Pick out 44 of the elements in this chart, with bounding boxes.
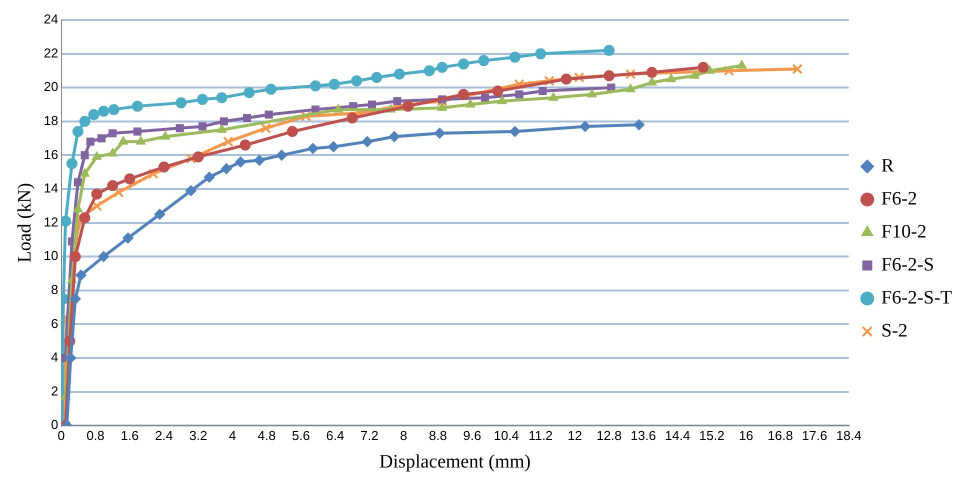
x-tick-label: 15.2 bbox=[699, 428, 724, 443]
y-tick-label: 22 bbox=[44, 45, 58, 60]
x-tick-label: 16.8 bbox=[768, 428, 793, 443]
x-tick-label: 3.2 bbox=[189, 428, 208, 443]
x-tick-label: 7.2 bbox=[360, 428, 378, 443]
y-axis-title: Load (kN) bbox=[14, 182, 36, 263]
x-tick-label: 0.8 bbox=[86, 428, 105, 443]
legend-label: S-2 bbox=[881, 320, 908, 342]
y-tick-label: 24 bbox=[44, 12, 58, 27]
x-tick-label: 8.8 bbox=[428, 428, 447, 443]
x-tick-label: 4.8 bbox=[258, 428, 276, 443]
x-tick-label: 8 bbox=[400, 428, 408, 443]
y-tick-label: 20 bbox=[44, 79, 58, 94]
x-axis-title: Displacement (mm) bbox=[379, 452, 531, 473]
legend-label: F6-2 bbox=[881, 188, 918, 210]
x-tick-label: 18.4 bbox=[836, 428, 862, 443]
y-tick-label: 18 bbox=[44, 112, 58, 128]
x-tick-label: 17.6 bbox=[802, 428, 828, 443]
y-tick-label: 4 bbox=[51, 350, 58, 365]
x-tick-label: 5.6 bbox=[292, 428, 310, 443]
legend-label: F10-2 bbox=[881, 221, 927, 242]
x-tick-label: 14.4 bbox=[664, 428, 690, 443]
x-tick-label: 2.4 bbox=[154, 428, 174, 443]
x-tick-label: 13.6 bbox=[630, 428, 656, 443]
y-tick-label: 16 bbox=[44, 146, 58, 162]
y-tick-label: 2 bbox=[51, 383, 58, 398]
legend-label: F6-2-S bbox=[881, 254, 934, 276]
x-tick-label: 6.4 bbox=[326, 428, 344, 443]
x-tick-label: 16 bbox=[738, 428, 754, 443]
legend-label: R bbox=[881, 155, 894, 176]
y-tick-label: 0 bbox=[51, 417, 58, 432]
y-tick-label: 6 bbox=[51, 316, 58, 331]
y-tick-label: 12 bbox=[44, 214, 58, 230]
x-tick-label: 4 bbox=[228, 428, 236, 443]
y-tick-label: 10 bbox=[44, 248, 58, 264]
x-tick-label: 12 bbox=[568, 428, 582, 443]
x-tick-label: 11.2 bbox=[528, 428, 553, 443]
x-tick-label: 10.4 bbox=[494, 428, 520, 443]
y-tick-label: 14 bbox=[44, 180, 58, 196]
legend-label: F6-2-S-T bbox=[881, 287, 952, 308]
x-tick-label: 9.6 bbox=[463, 428, 482, 443]
x-tick-label: 12.8 bbox=[596, 428, 622, 443]
x-tick-label: 1.6 bbox=[120, 428, 139, 443]
y-tick-label: 8 bbox=[51, 282, 58, 297]
